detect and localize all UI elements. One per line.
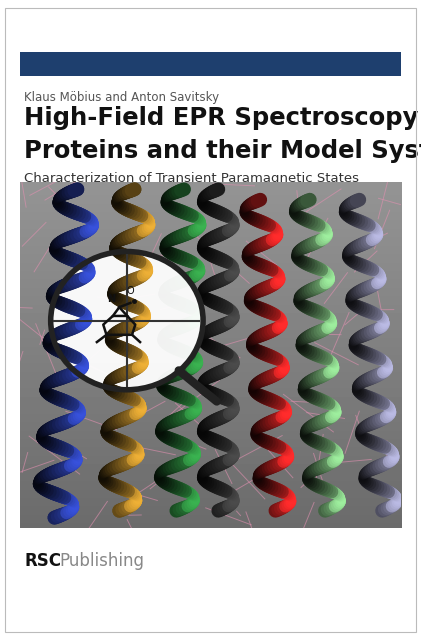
Text: Publishing: Publishing bbox=[59, 552, 144, 570]
Text: Proteins and their Model Systems: Proteins and their Model Systems bbox=[24, 139, 421, 163]
Text: O: O bbox=[127, 285, 134, 296]
Text: RSC: RSC bbox=[24, 552, 61, 570]
Text: Characterization of Transient Paramagnetic States: Characterization of Transient Paramagnet… bbox=[24, 172, 360, 184]
Text: High-Field EPR Spectroscopy on: High-Field EPR Spectroscopy on bbox=[24, 106, 421, 129]
Bar bbox=[20, 52, 401, 76]
Text: Klaus Möbius and Anton Savitsky: Klaus Möbius and Anton Savitsky bbox=[24, 91, 219, 104]
Text: N: N bbox=[107, 294, 115, 303]
Circle shape bbox=[51, 252, 203, 390]
